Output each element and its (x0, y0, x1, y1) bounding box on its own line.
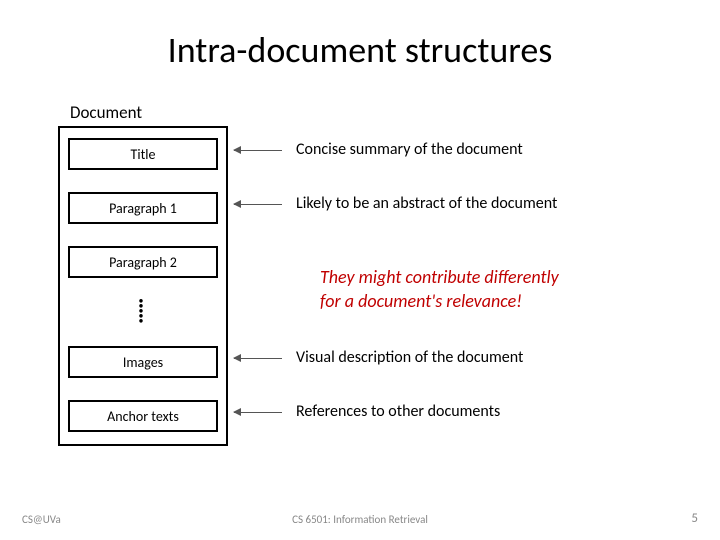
footer-page-number: 5 (691, 511, 698, 526)
box-title: Title (68, 138, 218, 170)
document-label: Document (70, 102, 142, 123)
document-container: Title Paragraph 1 Paragraph 2 Images Anc… (58, 126, 228, 446)
slide-title: Intra-document structures (0, 28, 720, 72)
arrow-to-title (234, 150, 282, 151)
annotation-anchor: References to other documents (296, 402, 500, 421)
arrow-to-images (234, 358, 282, 359)
annotation-images: Visual description of the document (296, 348, 523, 367)
arrow-to-anchor (234, 412, 282, 413)
highlight-note: They might contribute differently for a … (320, 265, 559, 314)
highlight-line-1: They might contribute differently (320, 266, 559, 288)
box-paragraph-2: Paragraph 2 (68, 246, 218, 278)
annotation-title: Concise summary of the document (296, 140, 523, 159)
arrow-to-para1 (234, 204, 282, 205)
vertical-ellipsis-icon: ••••• (138, 298, 144, 323)
annotation-para1: Likely to be an abstract of the document (296, 194, 557, 213)
box-paragraph-1: Paragraph 1 (68, 192, 218, 224)
box-anchor-texts: Anchor texts (68, 400, 218, 432)
highlight-line-2: for a document's relevance! (320, 290, 522, 312)
box-images: Images (68, 346, 218, 378)
footer-center: CS 6501: Information Retrieval (0, 513, 720, 526)
